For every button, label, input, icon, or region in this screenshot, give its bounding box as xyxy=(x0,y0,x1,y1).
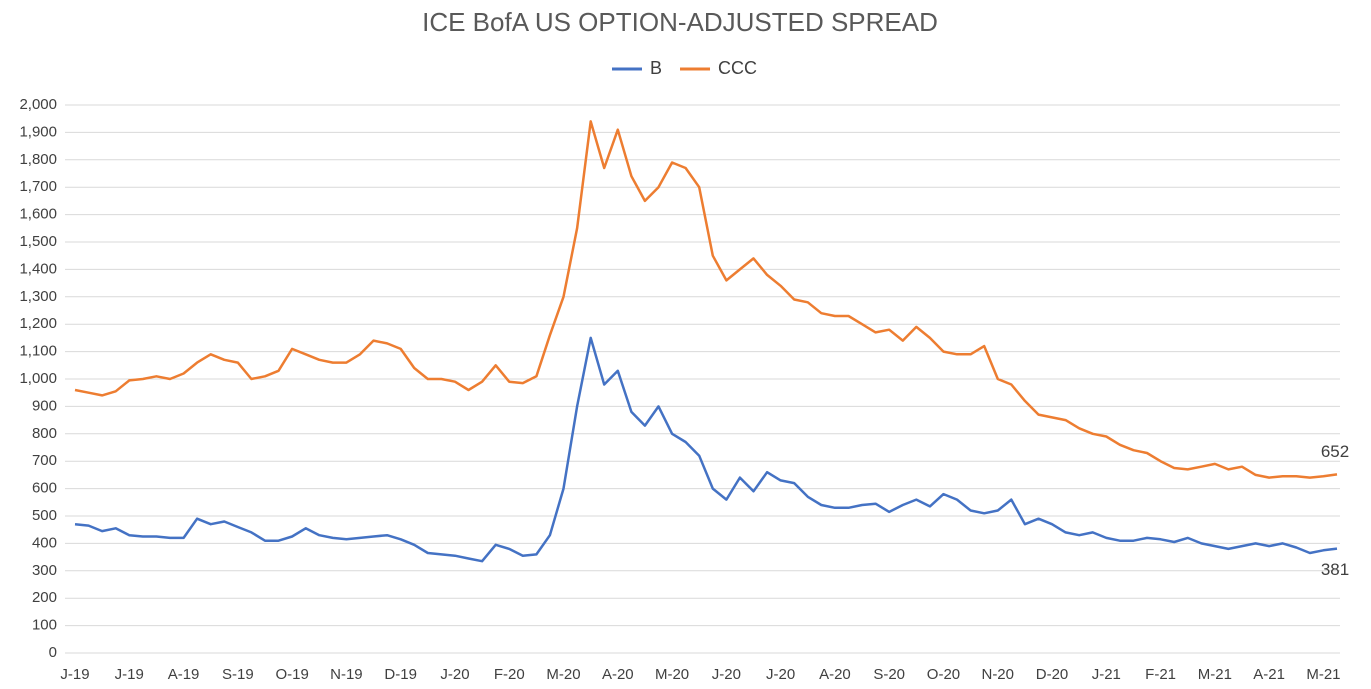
y-tick-label: 1,900 xyxy=(19,123,57,140)
x-tick-label: M-21 xyxy=(1306,666,1340,683)
x-tick-label: A-20 xyxy=(602,666,634,683)
x-tick-label: O-20 xyxy=(927,666,960,683)
y-tick-label: 100 xyxy=(32,617,57,634)
y-tick-label: 300 xyxy=(32,562,57,579)
x-tick-label: N-19 xyxy=(330,666,363,683)
x-tick-label: A-21 xyxy=(1253,666,1285,683)
y-tick-label: 0 xyxy=(49,644,57,661)
y-tick-label: 2,000 xyxy=(19,96,57,113)
y-tick-label: 1,500 xyxy=(19,233,57,250)
y-tick-label: 700 xyxy=(32,452,57,469)
y-tick-label: 1,700 xyxy=(19,178,57,195)
x-tick-label: N-20 xyxy=(981,666,1014,683)
y-tick-label: 500 xyxy=(32,507,57,524)
x-tick-label: M-20 xyxy=(655,666,689,683)
x-tick-label: F-20 xyxy=(494,666,525,683)
x-tick-label: D-19 xyxy=(384,666,417,683)
y-tick-label: 1,000 xyxy=(19,370,57,387)
x-tick-label: J-20 xyxy=(712,666,741,683)
y-tick-label: 400 xyxy=(32,534,57,551)
y-tick-label: 200 xyxy=(32,589,57,606)
y-tick-label: 1,300 xyxy=(19,288,57,305)
series-line xyxy=(74,120,1338,479)
x-tick-label: F-21 xyxy=(1145,666,1176,683)
end-label: 381 xyxy=(1321,560,1349,579)
x-tick-label: J-20 xyxy=(766,666,795,683)
x-tick-label: J-19 xyxy=(115,666,144,683)
y-tick-label: 800 xyxy=(32,425,57,442)
end-label: 652 xyxy=(1321,442,1349,461)
x-tick-label: A-19 xyxy=(168,666,200,683)
x-tick-label: O-19 xyxy=(275,666,308,683)
x-tick-label: S-19 xyxy=(222,666,254,683)
x-tick-label: M-20 xyxy=(546,666,580,683)
y-tick-label: 1,200 xyxy=(19,315,57,332)
x-tick-label: J-21 xyxy=(1092,666,1121,683)
x-tick-label: A-20 xyxy=(819,666,851,683)
x-tick-label: S-20 xyxy=(873,666,905,683)
legend-label: CCC xyxy=(718,58,757,78)
x-tick-label: D-20 xyxy=(1036,666,1069,683)
y-tick-label: 600 xyxy=(32,480,57,497)
y-tick-label: 900 xyxy=(32,397,57,414)
y-tick-label: 1,100 xyxy=(19,343,57,360)
chart-title: ICE BofA US OPTION-ADJUSTED SPREAD xyxy=(422,7,938,37)
legend-label: B xyxy=(650,58,662,78)
y-tick-label: 1,800 xyxy=(19,151,57,168)
x-tick-label: J-19 xyxy=(60,666,89,683)
y-tick-label: 1,600 xyxy=(19,206,57,223)
x-tick-label: J-20 xyxy=(440,666,469,683)
x-tick-label: M-21 xyxy=(1198,666,1232,683)
series-line xyxy=(74,336,1338,563)
y-tick-label: 1,400 xyxy=(19,260,57,277)
